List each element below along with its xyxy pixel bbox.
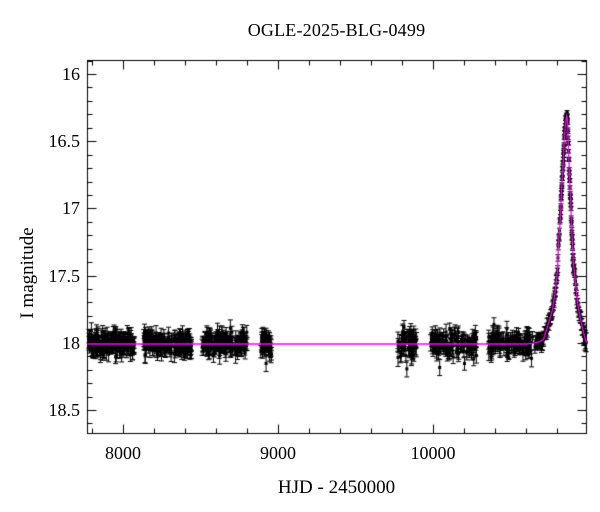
y-tick-label: 18 bbox=[62, 333, 80, 353]
y-tick-label: 17.5 bbox=[48, 266, 81, 286]
x-tick-label: 8000 bbox=[105, 443, 141, 463]
y-tick-label: 17 bbox=[62, 198, 80, 218]
y-tick-label: 18.5 bbox=[48, 400, 81, 420]
chart-title: OGLE-2025-BLG-0499 bbox=[247, 20, 426, 40]
x-tick-label: 9000 bbox=[260, 443, 296, 463]
x-tick-label: 10000 bbox=[410, 443, 456, 463]
y-tick-label: 16 bbox=[62, 64, 80, 84]
y-tick-label: 16.5 bbox=[48, 131, 81, 151]
x-axis-label: HJD - 2450000 bbox=[277, 477, 396, 498]
